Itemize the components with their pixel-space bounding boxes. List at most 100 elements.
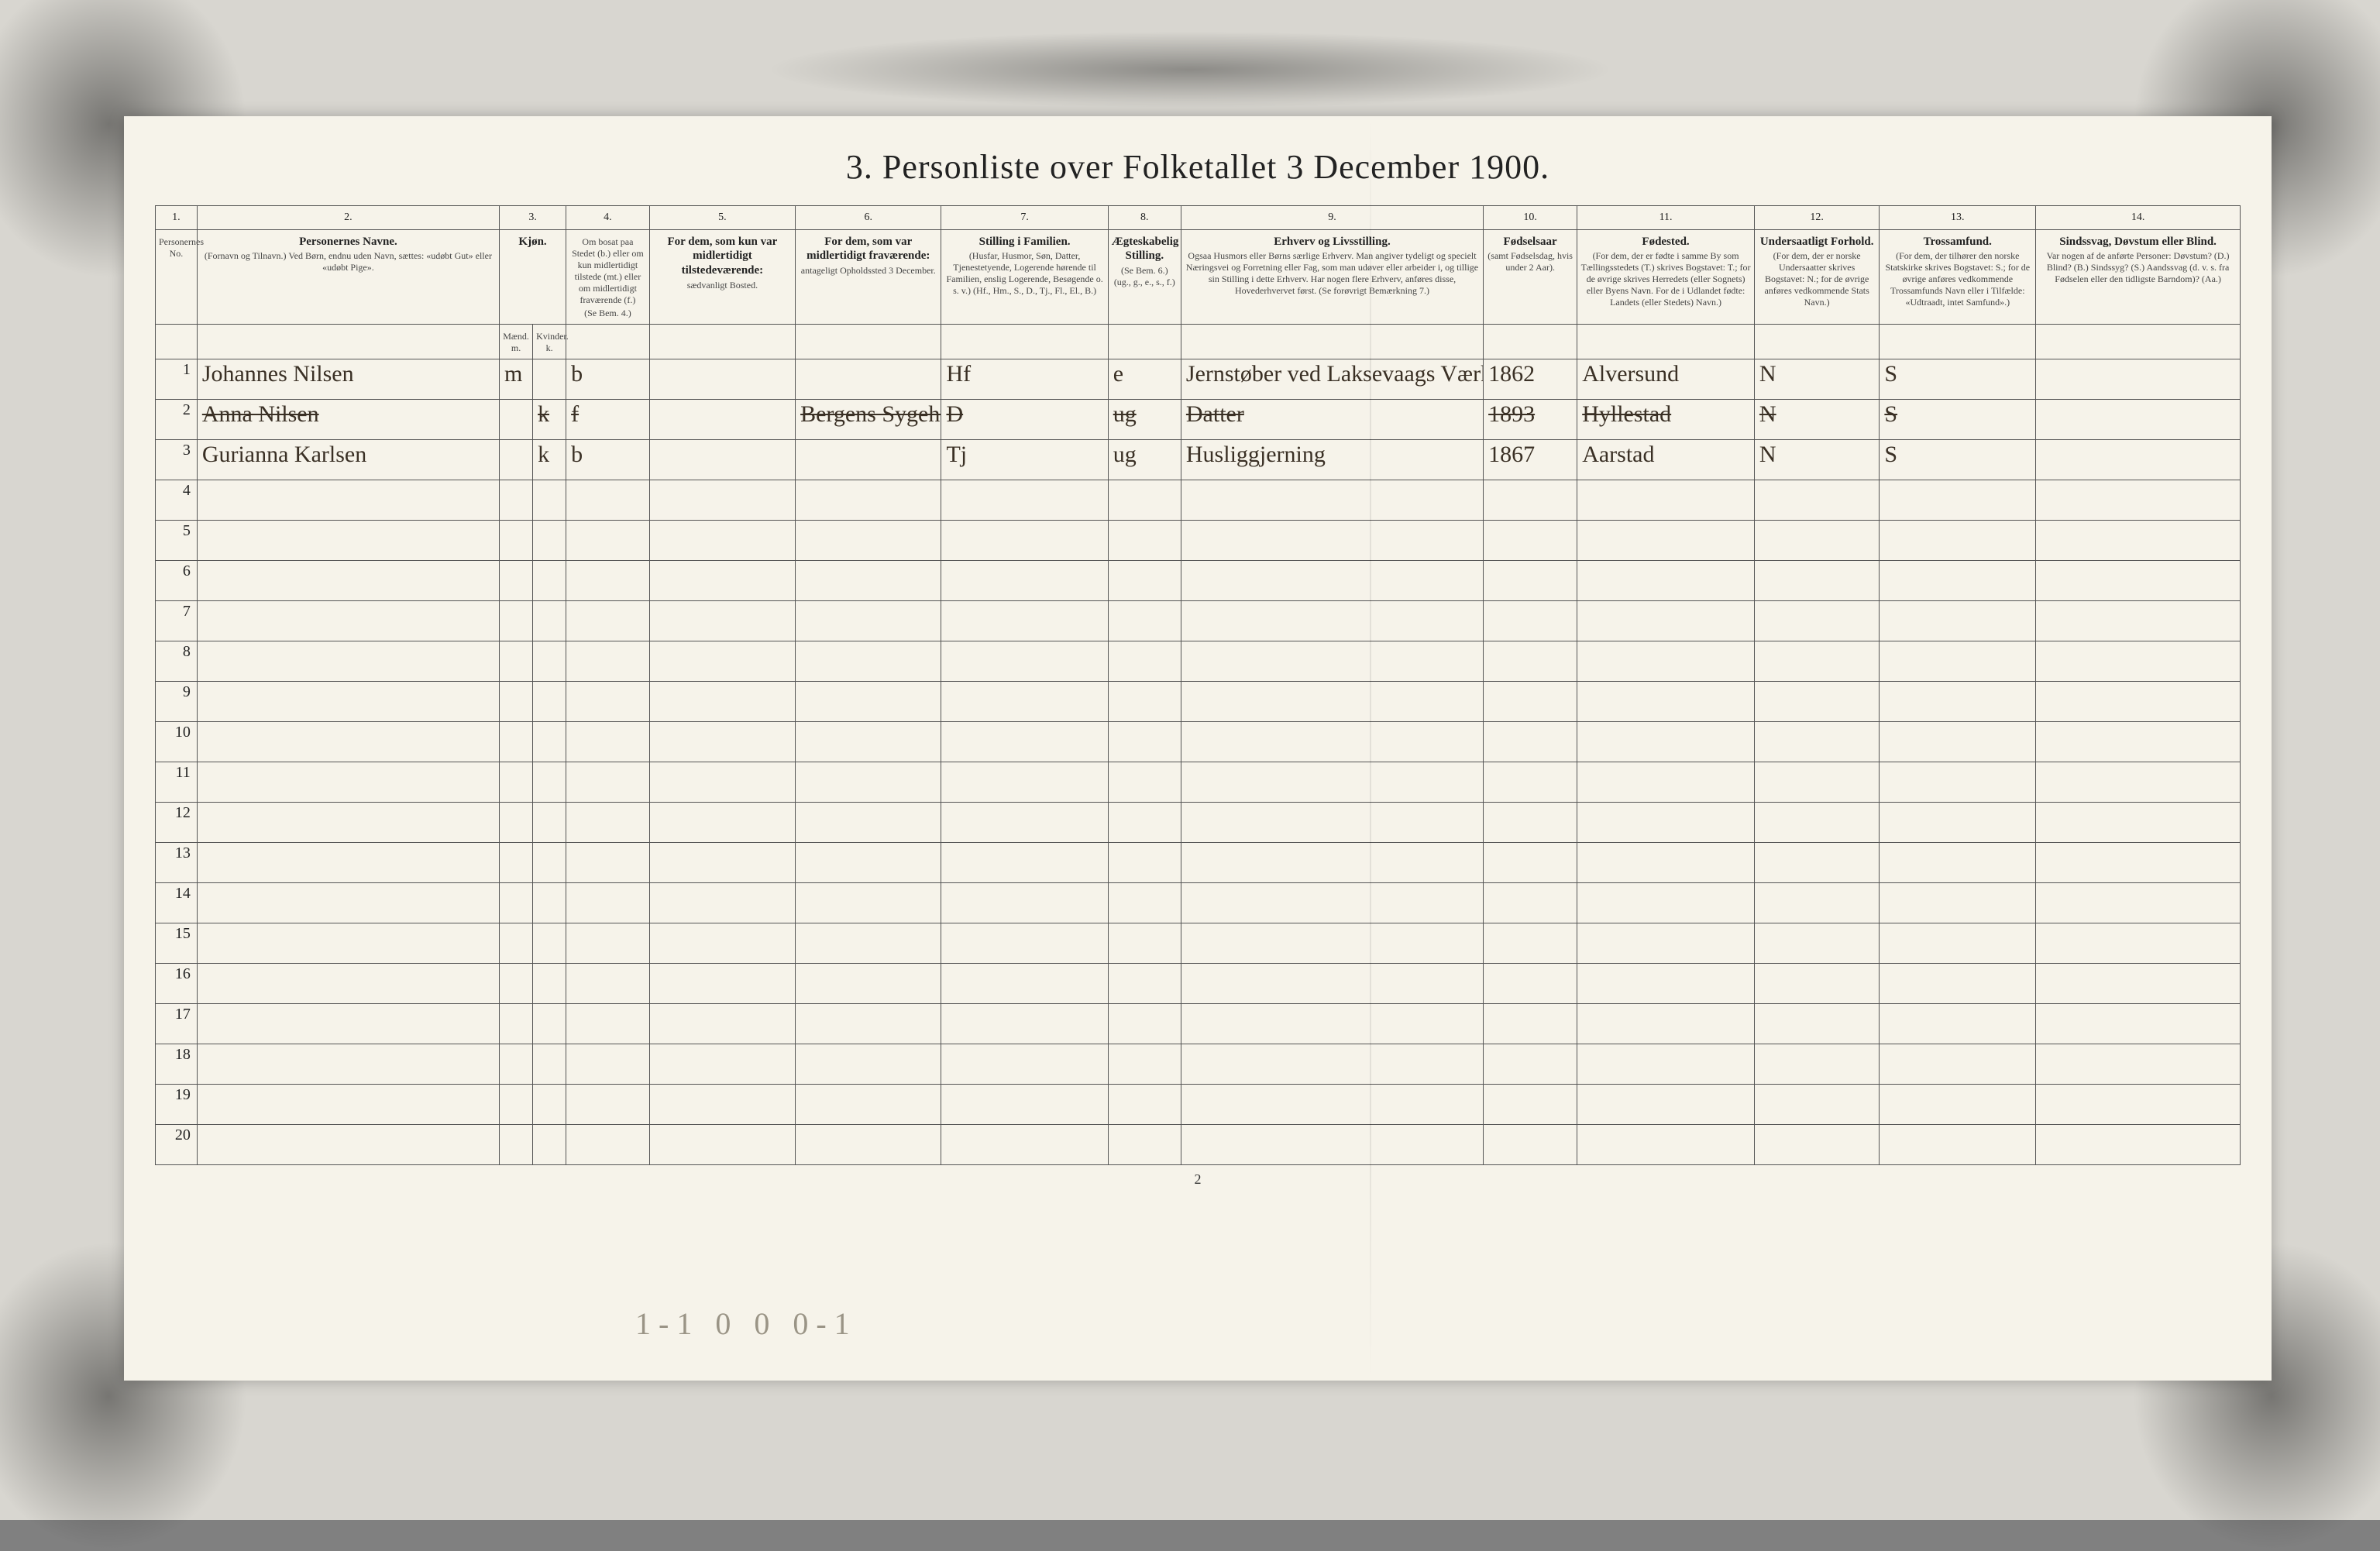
cell-family-pos xyxy=(941,560,1108,600)
cell-family-pos xyxy=(941,1124,1108,1164)
cell-name xyxy=(197,1044,499,1084)
cell-faith xyxy=(1880,842,2036,882)
cell-disability xyxy=(2036,721,2241,762)
cell-marital xyxy=(1108,802,1181,842)
table-body: 1Johannes NilsenmbHfeJernstøber ved Laks… xyxy=(156,359,2241,1164)
cell-marital xyxy=(1108,1084,1181,1124)
cell-birth-year xyxy=(1484,802,1577,842)
cell-birth-year: 1893 xyxy=(1484,399,1577,439)
cell-birth-year xyxy=(1484,641,1577,681)
cell-disability xyxy=(2036,600,2241,641)
cell-sex-m xyxy=(500,560,533,600)
cell-birthplace xyxy=(1577,923,1755,963)
cell-name xyxy=(197,1003,499,1044)
cell-faith xyxy=(1880,802,2036,842)
cell-birth-year xyxy=(1484,923,1577,963)
hdr-sex-m: Mænd. m. xyxy=(500,324,533,359)
cell-residence: b xyxy=(566,439,650,480)
cell-sex-k xyxy=(533,480,566,520)
cell-disability xyxy=(2036,399,2241,439)
colnum-11: 11. xyxy=(1577,206,1755,230)
cell-residence xyxy=(566,560,650,600)
cell-disability xyxy=(2036,842,2241,882)
cell-residence xyxy=(566,1124,650,1164)
cell-sex-m xyxy=(500,882,533,923)
colnum-5: 5. xyxy=(649,206,795,230)
cell-residence xyxy=(566,923,650,963)
cell-faith xyxy=(1880,641,2036,681)
cell-temp-present xyxy=(649,762,795,802)
cell-temp-absent xyxy=(796,439,941,480)
cell-sex-m xyxy=(500,641,533,681)
cell-sex-m xyxy=(500,439,533,480)
cell-family-pos xyxy=(941,641,1108,681)
cell-sex-k xyxy=(533,1003,566,1044)
cell-faith xyxy=(1880,681,2036,721)
cell-birthplace xyxy=(1577,520,1755,560)
cell-sex-k xyxy=(533,842,566,882)
cell-faith: S xyxy=(1880,439,2036,480)
cell-residence xyxy=(566,842,650,882)
cell-disability xyxy=(2036,1124,2241,1164)
cell-disability xyxy=(2036,963,2241,1003)
cell-marital xyxy=(1108,1124,1181,1164)
cell-residence xyxy=(566,520,650,560)
cell-family-pos xyxy=(941,882,1108,923)
cell-temp-present xyxy=(649,963,795,1003)
cell-birth-year xyxy=(1484,480,1577,520)
cell-marital xyxy=(1108,882,1181,923)
hdr-marital: Ægteskabelig Stilling. (Se Bem. 6.) (ug.… xyxy=(1108,229,1181,324)
cell-name xyxy=(197,600,499,641)
cell-disability xyxy=(2036,923,2241,963)
cell-marital xyxy=(1108,923,1181,963)
cell-sex-m xyxy=(500,1084,533,1124)
cell-temp-present xyxy=(649,641,795,681)
cell-temp-present xyxy=(649,399,795,439)
cell-birthplace xyxy=(1577,1044,1755,1084)
scan-background: 3. Personliste over Folketallet 3 Decemb… xyxy=(0,0,2380,1520)
cell-sex-k: k xyxy=(533,439,566,480)
cell-sex-m xyxy=(500,842,533,882)
table-row: 10 xyxy=(156,721,2241,762)
cell-birthplace xyxy=(1577,842,1755,882)
cell-birth-year xyxy=(1484,681,1577,721)
table-row: 3Gurianna KarlsenkbTjugHusliggjerning186… xyxy=(156,439,2241,480)
cell-birth-year xyxy=(1484,1044,1577,1084)
cell-birth-year xyxy=(1484,762,1577,802)
cell-birthplace xyxy=(1577,641,1755,681)
cell-sex-m xyxy=(500,1124,533,1164)
cell-faith xyxy=(1880,520,2036,560)
cell-sex-m xyxy=(500,600,533,641)
cell-faith xyxy=(1880,923,2036,963)
cell-sex-k xyxy=(533,963,566,1003)
cell-faith: S xyxy=(1880,359,2036,399)
cell-sex-k xyxy=(533,600,566,641)
table-row: 16 xyxy=(156,963,2241,1003)
cell-name xyxy=(197,560,499,600)
cell-sex-k xyxy=(533,762,566,802)
cell-disability xyxy=(2036,641,2241,681)
cell-nationality xyxy=(1754,641,1879,681)
cell-name xyxy=(197,923,499,963)
cell-sex-m xyxy=(500,802,533,842)
cell-temp-present xyxy=(649,1003,795,1044)
cell-nationality: N xyxy=(1754,399,1879,439)
hdr-temporary-absent: For dem, som var midlertidigt fraværende… xyxy=(796,229,941,324)
cell-birth-year: 1862 xyxy=(1484,359,1577,399)
table-row: 18 xyxy=(156,1044,2241,1084)
cell-birth-year xyxy=(1484,520,1577,560)
cell-temp-absent xyxy=(796,842,941,882)
cell-name xyxy=(197,802,499,842)
cell-birth-year xyxy=(1484,1124,1577,1164)
cell-faith xyxy=(1880,1124,2036,1164)
cell-birth-year: 1867 xyxy=(1484,439,1577,480)
cell-residence xyxy=(566,1044,650,1084)
colnum-9: 9. xyxy=(1181,206,1483,230)
cell-birthplace xyxy=(1577,721,1755,762)
cell-temp-present xyxy=(649,359,795,399)
cell-nationality xyxy=(1754,802,1879,842)
cell-name xyxy=(197,882,499,923)
cell-family-pos xyxy=(941,923,1108,963)
cell-residence xyxy=(566,802,650,842)
cell-birthplace xyxy=(1577,762,1755,802)
